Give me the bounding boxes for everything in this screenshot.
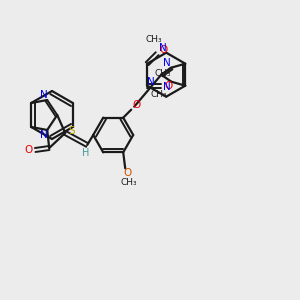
Text: O: O [132,100,140,110]
Text: N: N [147,77,155,87]
Text: N: N [164,82,171,92]
Text: CH₃: CH₃ [146,35,163,44]
Text: CH₃: CH₃ [121,178,137,187]
Text: N: N [159,43,167,53]
Text: S: S [68,126,74,136]
Text: O: O [24,145,32,155]
Text: N: N [40,130,48,140]
Text: O: O [123,168,131,178]
Text: CH₃: CH₃ [155,69,172,78]
Text: O: O [159,45,167,55]
Text: N: N [164,58,171,68]
Text: N: N [40,90,48,100]
Text: H: H [82,148,89,158]
Text: CH₃: CH₃ [151,90,168,99]
Text: O: O [164,81,172,91]
